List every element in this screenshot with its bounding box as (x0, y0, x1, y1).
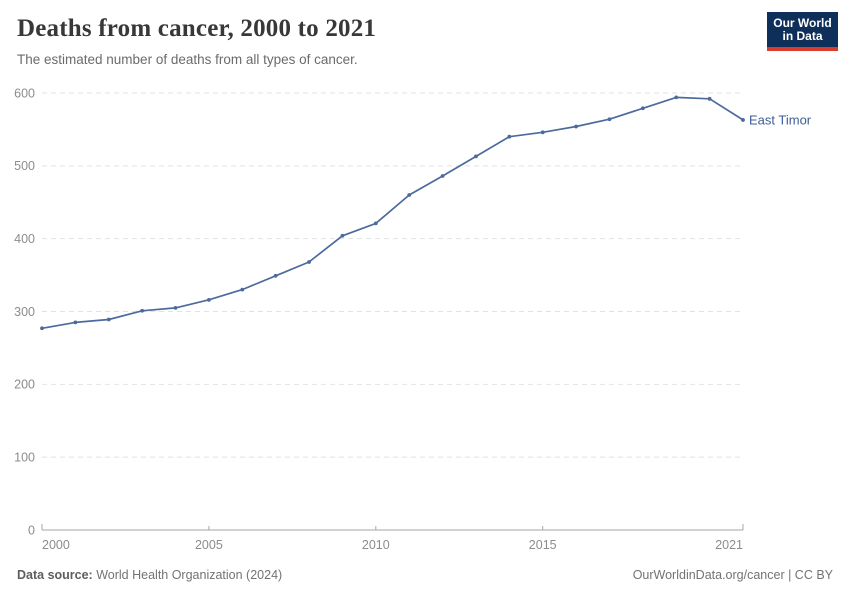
data-point-2000[interactable] (40, 326, 44, 331)
data-point-2002[interactable] (106, 317, 111, 322)
data-point-2003[interactable] (140, 308, 145, 313)
x-tick-label-2005: 2005 (195, 538, 223, 552)
data-point-2013[interactable] (474, 154, 478, 159)
data-point-2016[interactable] (574, 124, 578, 129)
y-tick-label-100: 100 (14, 450, 35, 464)
data-point-2007[interactable] (273, 273, 278, 278)
data-point-2021[interactable] (741, 118, 745, 122)
chart-subtitle: The estimated number of deaths from all … (17, 52, 358, 67)
data-point-2009[interactable] (340, 233, 345, 238)
data-point-2001[interactable] (73, 320, 78, 325)
data-source-value: World Health Organization (2024) (96, 568, 283, 582)
y-tick-label-500: 500 (14, 159, 35, 173)
data-point-2005[interactable] (207, 297, 211, 302)
license-note[interactable]: OurWorldinData.org/cancer | CC BY (632, 568, 833, 582)
data-point-2011[interactable] (407, 193, 412, 197)
y-tick-label-0: 0 (28, 523, 35, 537)
data-point-2020[interactable] (707, 96, 712, 101)
y-tick-label-400: 400 (14, 232, 35, 246)
data-point-2012[interactable] (440, 174, 445, 178)
x-tick-label-2015: 2015 (529, 538, 557, 552)
data-point-2008[interactable] (307, 260, 311, 264)
y-tick-label-600: 600 (14, 86, 35, 100)
x-tick-label-2021: 2021 (715, 538, 743, 552)
chart-footer: Data source: World Health Organization (… (17, 568, 833, 582)
owid-logo-line2: in Data (782, 29, 823, 43)
y-tick-label-200: 200 (14, 378, 35, 392)
x-tick-label-2000: 2000 (42, 538, 70, 552)
owid-logo[interactable]: Our World in Data (767, 12, 838, 51)
data-point-2006[interactable] (240, 287, 245, 292)
owid-logo-line1: Our World (773, 16, 832, 30)
data-source-label: Data source: (17, 568, 93, 582)
data-point-2004[interactable] (173, 305, 178, 310)
data-point-2014[interactable] (507, 134, 512, 139)
y-tick-label-300: 300 (14, 305, 35, 319)
data-point-2019[interactable] (674, 95, 679, 100)
x-tick-label-2010: 2010 (362, 538, 390, 552)
data-source: Data source: World Health Organization (… (17, 568, 282, 582)
data-point-2010[interactable] (373, 221, 378, 226)
entity-label[interactable]: East Timor (749, 112, 812, 127)
series-line-east-timor (41, 96, 744, 330)
data-point-2018[interactable] (640, 106, 645, 111)
data-point-2017[interactable] (607, 117, 612, 122)
data-point-2015[interactable] (540, 130, 545, 135)
chart-title: Deaths from cancer, 2000 to 2021 (17, 15, 377, 42)
